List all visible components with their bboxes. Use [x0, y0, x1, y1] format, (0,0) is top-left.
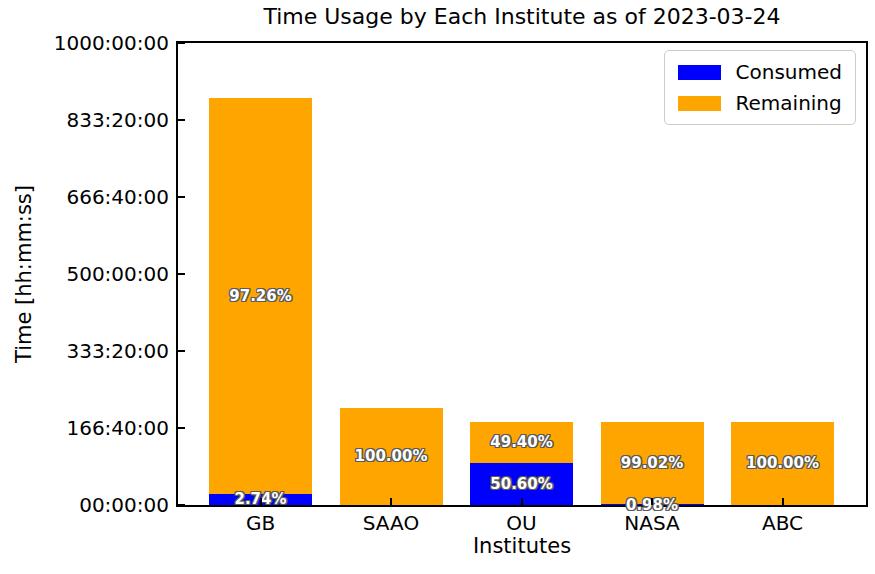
- figure: Time Usage by Each Institute as of 2023-…: [0, 0, 875, 574]
- remaining-swatch-icon: [678, 96, 721, 111]
- x-tick-label: NASA: [624, 511, 679, 535]
- x-tick-mark: [260, 498, 262, 505]
- y-tick-label: 500:00:00: [66, 262, 169, 286]
- plot-area: Consumed Remaining 00:00:00166:40:00333:…: [176, 41, 868, 507]
- y-tick-mark: [178, 504, 185, 506]
- x-tick-mark: [390, 498, 392, 505]
- legend-label: Remaining: [736, 91, 842, 115]
- remaining-pct-label: 100.00%: [746, 454, 819, 472]
- x-tick-label: GB: [246, 511, 275, 535]
- x-tick-mark: [782, 498, 784, 505]
- y-tick-label: 166:40:00: [66, 416, 169, 440]
- x-tick-label: OU: [506, 511, 536, 535]
- bar-gb: 97.26%2.74%: [209, 98, 312, 505]
- remaining-pct-label: 99.02%: [621, 454, 683, 472]
- remaining-pct-label: 97.26%: [229, 287, 291, 305]
- bar-saao: 100.00%: [340, 408, 443, 505]
- y-tick-label: 1000:00:00: [54, 31, 169, 55]
- y-tick-label: 00:00:00: [79, 493, 169, 517]
- x-tick-label: ABC: [762, 511, 803, 535]
- y-tick-mark: [178, 196, 185, 198]
- x-tick-label: SAAO: [363, 511, 419, 535]
- y-tick-mark: [178, 42, 185, 44]
- bar-nasa: 99.02%0.98%: [601, 422, 704, 505]
- x-tick-mark: [651, 498, 653, 505]
- chart-title: Time Usage by Each Institute as of 2023-…: [176, 2, 868, 32]
- legend-entry-remaining: Remaining: [678, 91, 842, 115]
- y-tick-mark: [178, 119, 185, 121]
- bar-ou: 49.40% 50.60%: [470, 422, 573, 505]
- consumed-pct-label: 50.60%: [490, 475, 552, 493]
- y-tick-label: 333:20:00: [66, 339, 169, 363]
- remaining-pct-label: 100.00%: [355, 447, 428, 465]
- y-axis-label: Time [hh:mm:ss]: [12, 185, 36, 363]
- legend-entry-consumed: Consumed: [678, 60, 842, 84]
- x-axis-label: Institutes: [176, 534, 868, 558]
- legend: Consumed Remaining: [664, 50, 856, 125]
- y-tick-label: 833:20:00: [66, 108, 169, 132]
- consumed-swatch-icon: [678, 65, 721, 80]
- legend-label: Consumed: [736, 60, 842, 84]
- remaining-pct-label: 49.40%: [490, 433, 552, 451]
- y-tick-mark: [178, 427, 185, 429]
- y-tick-mark: [178, 350, 185, 352]
- y-tick-label: 666:40:00: [66, 185, 169, 209]
- y-tick-mark: [178, 273, 185, 275]
- bar-abc: 100.00%: [731, 422, 834, 505]
- x-tick-mark: [521, 498, 523, 505]
